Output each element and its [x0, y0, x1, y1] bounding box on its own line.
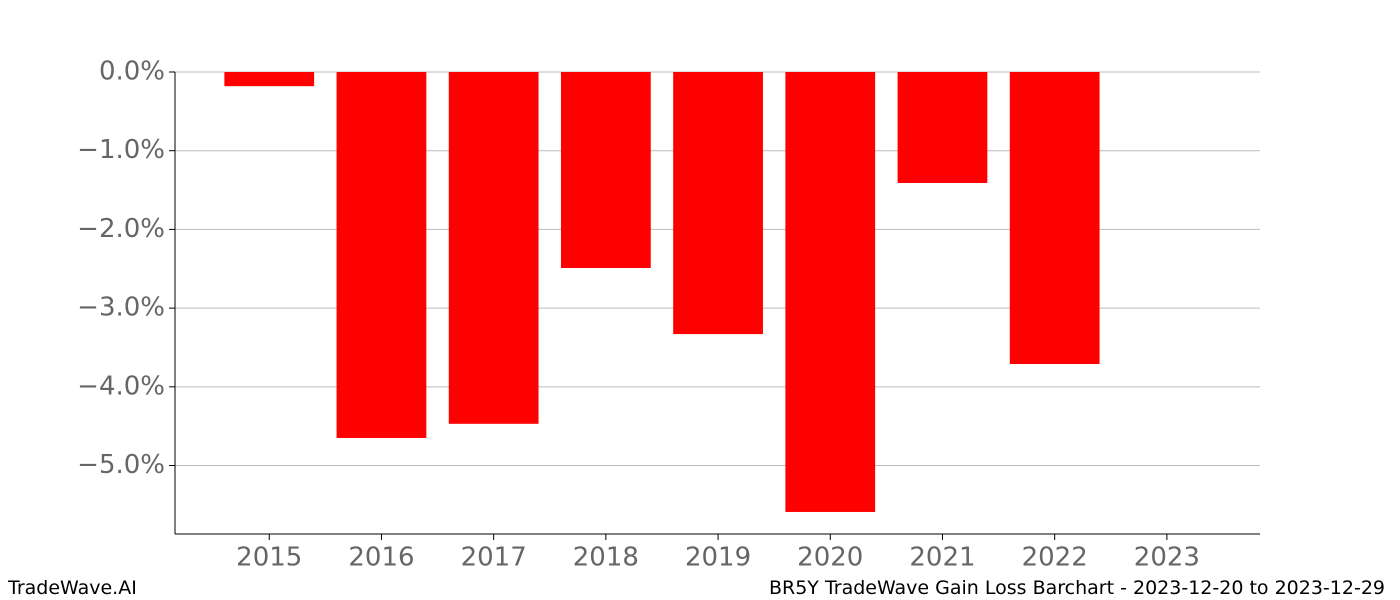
bar	[1009, 72, 1100, 364]
bar	[897, 72, 988, 183]
chart-title: BR5Y TradeWave Gain Loss Barchart - 2023…	[769, 577, 1385, 599]
x-tick-label: 2015	[236, 543, 302, 573]
bar	[336, 72, 427, 438]
y-tick-label: −1.0%	[77, 135, 165, 165]
y-tick-label: −4.0%	[77, 371, 165, 401]
x-tick-label: 2023	[1134, 543, 1200, 573]
x-tick-label: 2017	[461, 543, 527, 573]
y-tick-label: −3.0%	[77, 293, 165, 323]
bar	[560, 72, 651, 268]
watermark: TradeWave.AI	[7, 577, 137, 599]
y-tick-label: −2.0%	[77, 214, 165, 244]
x-tick-label: 2020	[797, 543, 863, 573]
bar	[785, 72, 876, 512]
x-tick-label: 2022	[1022, 543, 1088, 573]
x-tick-label: 2016	[348, 543, 414, 573]
x-tick-label: 2018	[573, 543, 639, 573]
bar	[448, 72, 539, 424]
y-tick-label: −5.0%	[77, 450, 165, 480]
x-tick-label: 2021	[909, 543, 975, 573]
y-tick-label: 0.0%	[99, 57, 165, 87]
bar	[224, 72, 315, 87]
x-tick-label: 2019	[685, 543, 751, 573]
bar	[673, 72, 763, 335]
